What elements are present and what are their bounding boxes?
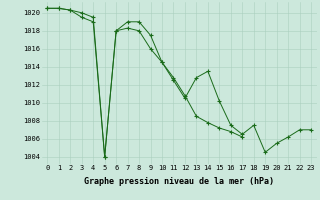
- X-axis label: Graphe pression niveau de la mer (hPa): Graphe pression niveau de la mer (hPa): [84, 177, 274, 186]
